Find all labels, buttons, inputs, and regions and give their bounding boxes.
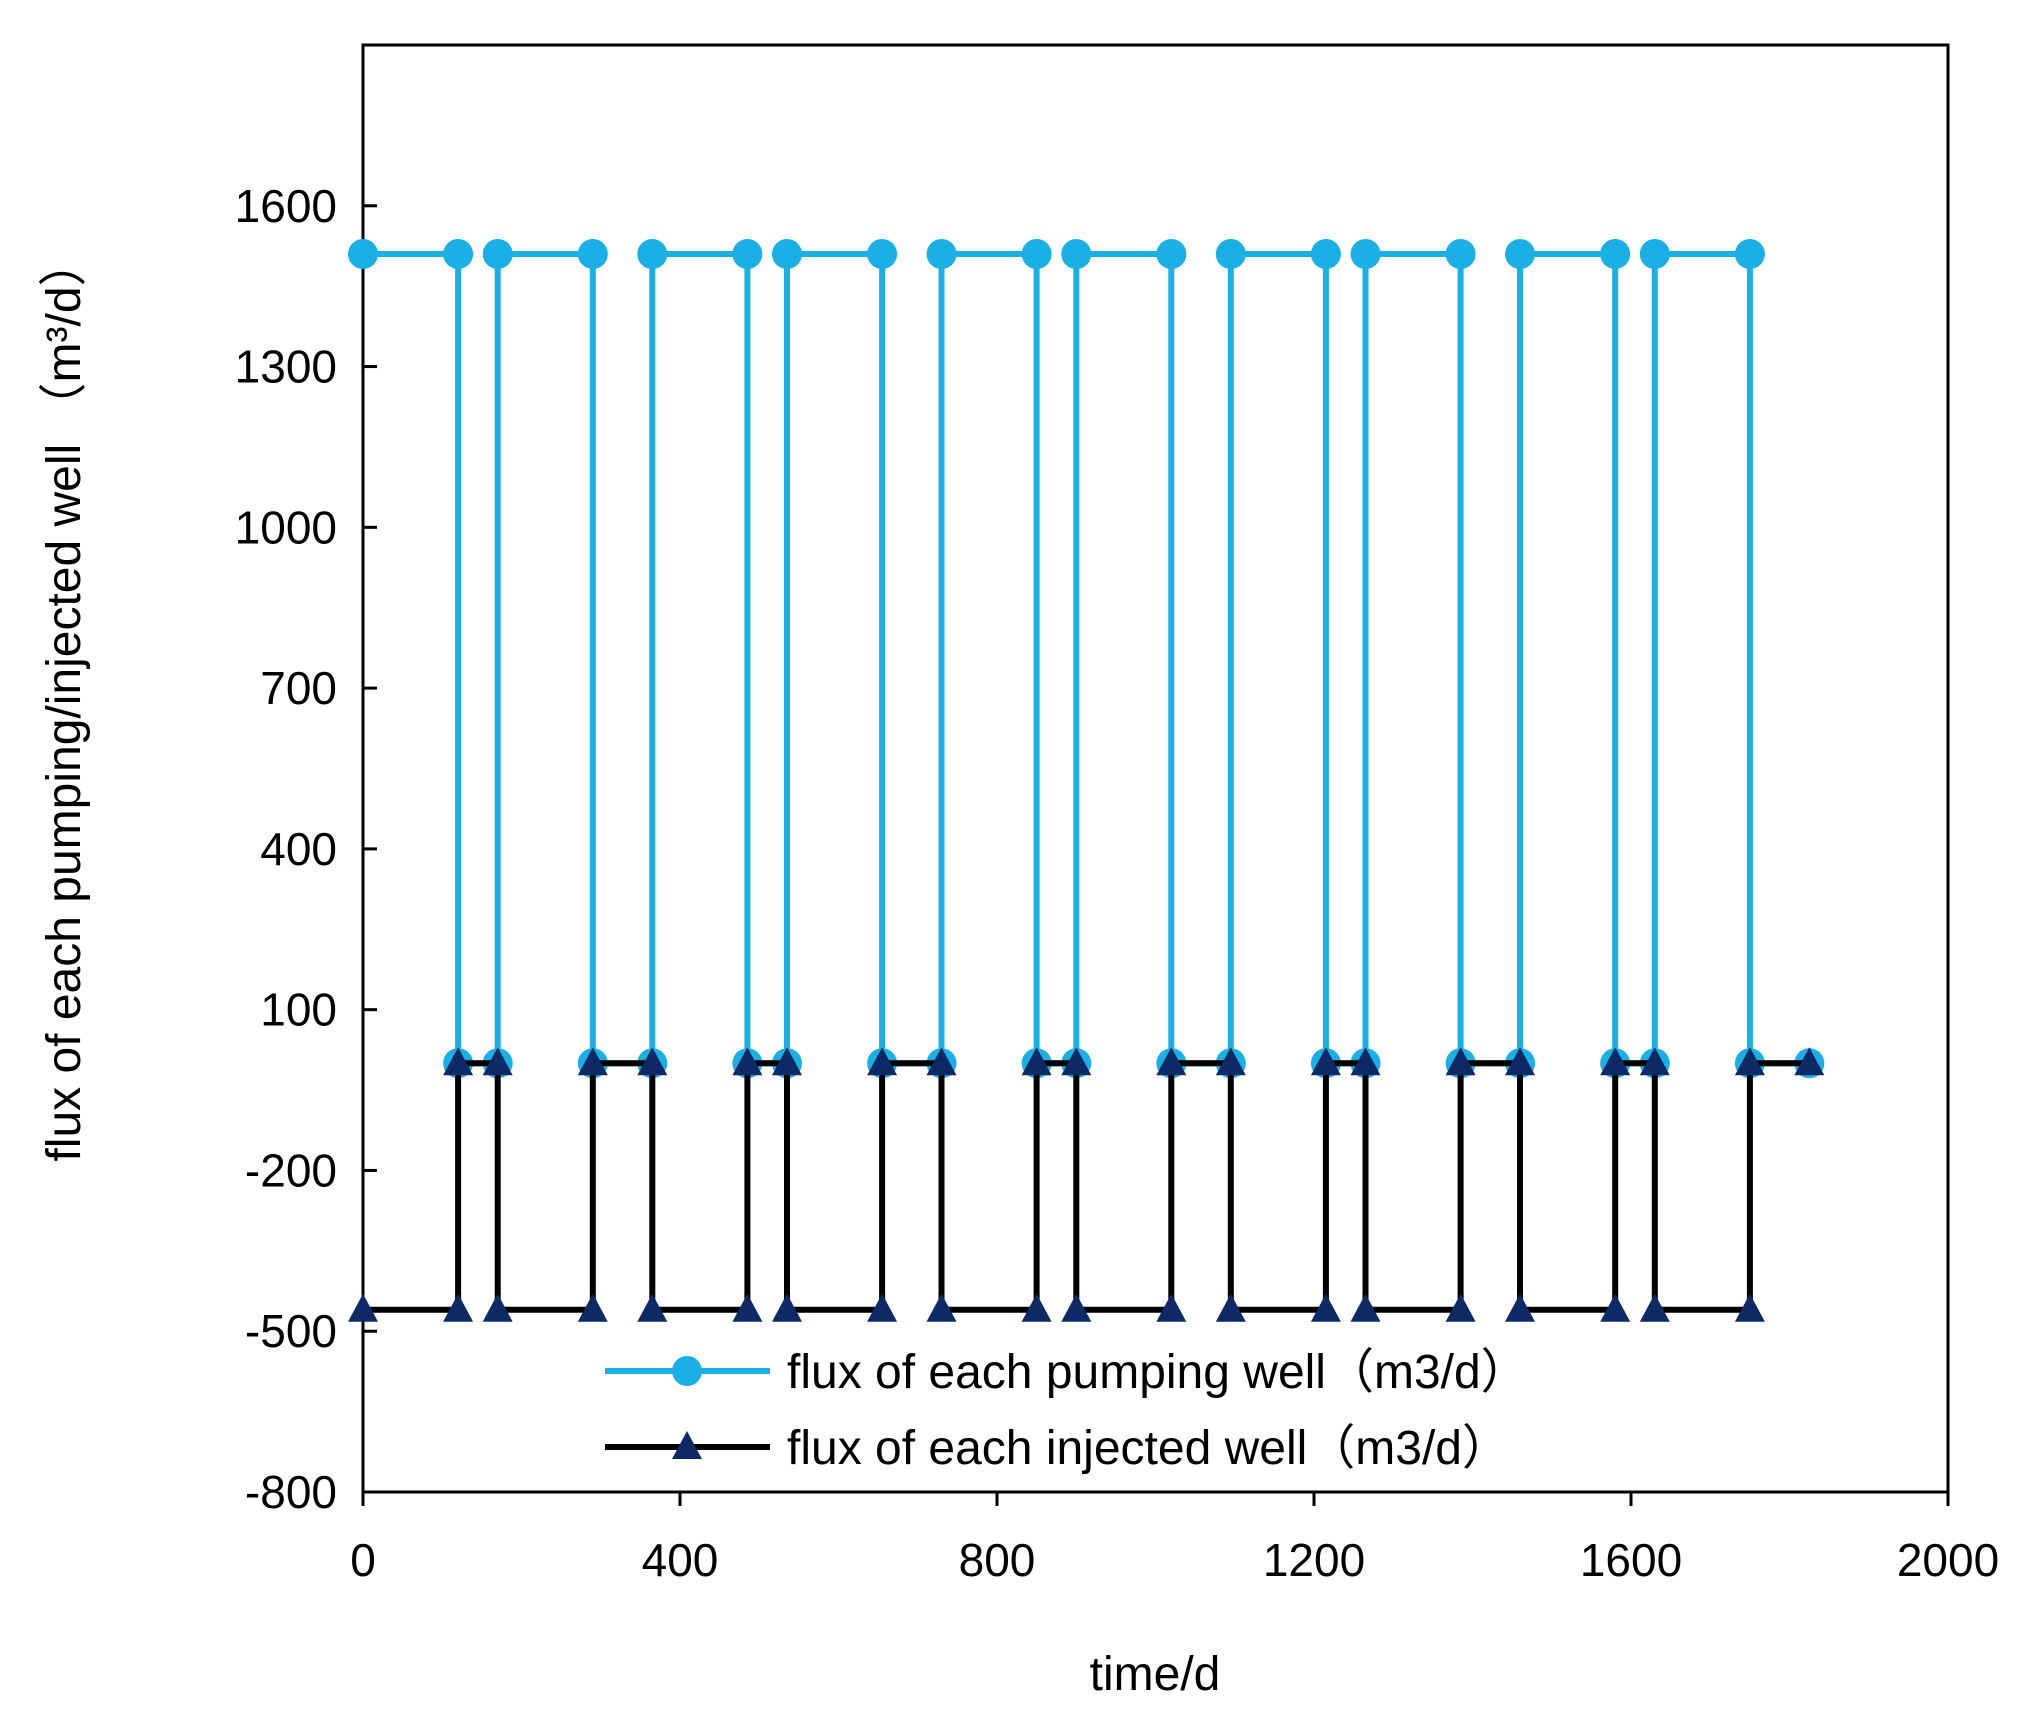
data-point bbox=[1021, 239, 1052, 270]
x-tick-label: 400 bbox=[642, 1534, 719, 1586]
data-point bbox=[1310, 239, 1341, 270]
data-point bbox=[637, 239, 668, 270]
x-tick-label: 0 bbox=[350, 1534, 376, 1586]
data-point bbox=[348, 1293, 378, 1322]
data-point bbox=[1350, 1293, 1381, 1322]
data-point bbox=[926, 1293, 957, 1322]
data-point bbox=[867, 1293, 898, 1322]
data-point bbox=[1639, 1047, 1670, 1076]
data-point bbox=[577, 1293, 608, 1322]
data-point bbox=[1310, 1293, 1341, 1322]
plot-frame bbox=[361, 43, 1950, 1494]
data-point bbox=[1734, 1293, 1765, 1322]
legend-label-injected: flux of each injected well（m3/d） bbox=[787, 1422, 1510, 1475]
data-point bbox=[926, 1047, 957, 1076]
data-point bbox=[1794, 1047, 1825, 1076]
data-point bbox=[867, 1047, 898, 1076]
data-point bbox=[482, 239, 513, 270]
x-axis: 0 400 800 1200 1600 2000 bbox=[350, 1492, 1999, 1586]
data-point bbox=[1350, 239, 1381, 270]
data-point bbox=[1445, 1047, 1476, 1076]
data-point bbox=[1215, 239, 1246, 270]
data-point bbox=[1215, 1293, 1246, 1322]
data-point bbox=[771, 239, 802, 270]
data-point bbox=[1445, 1293, 1476, 1322]
data-point bbox=[1061, 1293, 1092, 1322]
legend-entry-pumping: flux of each pumping well（m3/d） bbox=[605, 1346, 1529, 1399]
data-point bbox=[348, 239, 378, 270]
data-point bbox=[732, 239, 763, 270]
data-point bbox=[482, 1047, 513, 1076]
data-point bbox=[1215, 1047, 1246, 1076]
data-point bbox=[732, 1293, 763, 1322]
data-point bbox=[732, 1047, 763, 1076]
data-point bbox=[1156, 1293, 1187, 1322]
data-point bbox=[926, 239, 957, 270]
x-tick-label: 1200 bbox=[1263, 1534, 1365, 1586]
legend-label-pumping: flux of each pumping well（m3/d） bbox=[787, 1346, 1529, 1399]
y-tick-label: -800 bbox=[245, 1466, 337, 1518]
data-point bbox=[1639, 239, 1670, 270]
data-point bbox=[1310, 1047, 1341, 1076]
data-point bbox=[1445, 239, 1476, 270]
data-point bbox=[577, 239, 608, 270]
y-tick-label: -200 bbox=[245, 1144, 337, 1196]
data-point bbox=[443, 1047, 474, 1076]
data-point bbox=[1734, 239, 1765, 270]
data-point bbox=[1350, 1047, 1381, 1076]
data-point bbox=[1600, 239, 1631, 270]
data-point bbox=[1021, 1047, 1052, 1076]
data-point bbox=[1600, 1293, 1631, 1322]
y-tick-label: 1600 bbox=[235, 180, 337, 232]
x-tick-label: 800 bbox=[959, 1534, 1036, 1586]
data-point bbox=[1639, 1293, 1670, 1322]
data-point bbox=[772, 1293, 802, 1322]
plot-series bbox=[348, 239, 1825, 1322]
data-point bbox=[1021, 1293, 1052, 1322]
data-point bbox=[1061, 239, 1092, 270]
data-point bbox=[482, 1293, 513, 1322]
y-axis: -800 -500 -200 100 400 700 1000 1300 1600 bbox=[235, 180, 377, 1518]
y-tick-label: 400 bbox=[260, 823, 337, 875]
legend-marker-pumping bbox=[672, 1356, 702, 1386]
data-point bbox=[1156, 239, 1187, 270]
y-tick-label: 100 bbox=[260, 984, 337, 1036]
legend-entry-injected: flux of each injected well（m3/d） bbox=[605, 1422, 1510, 1475]
data-point bbox=[577, 1047, 608, 1076]
data-point bbox=[1600, 1047, 1631, 1076]
data-point bbox=[1505, 239, 1536, 270]
x-tick-label: 1600 bbox=[1580, 1534, 1682, 1586]
legend: flux of each pumping well（m3/d） flux of … bbox=[605, 1346, 1529, 1475]
y-tick-label: 1300 bbox=[235, 341, 337, 393]
legend-marker-injected bbox=[672, 1431, 702, 1459]
data-point bbox=[1156, 1047, 1187, 1076]
data-point bbox=[772, 1047, 802, 1076]
series-line bbox=[363, 1060, 1810, 1313]
data-point bbox=[637, 1047, 668, 1076]
y-tick-label: 1000 bbox=[235, 501, 337, 553]
y-tick-label: -500 bbox=[245, 1305, 337, 1357]
data-point bbox=[443, 1293, 474, 1322]
x-axis-title: time/d bbox=[1090, 1648, 1221, 1701]
y-axis-title: flux of each pumping/injected well （m³/d… bbox=[38, 238, 91, 1161]
x-tick-label: 2000 bbox=[1897, 1534, 1999, 1586]
data-point bbox=[637, 1293, 668, 1322]
series-injected bbox=[348, 1047, 1825, 1322]
data-point bbox=[1734, 1047, 1765, 1076]
data-point bbox=[1505, 1047, 1535, 1076]
y-tick-label: 700 bbox=[260, 662, 337, 714]
data-point bbox=[1505, 1293, 1535, 1322]
data-point bbox=[867, 239, 898, 270]
data-point bbox=[443, 239, 474, 270]
data-point bbox=[1061, 1047, 1092, 1076]
